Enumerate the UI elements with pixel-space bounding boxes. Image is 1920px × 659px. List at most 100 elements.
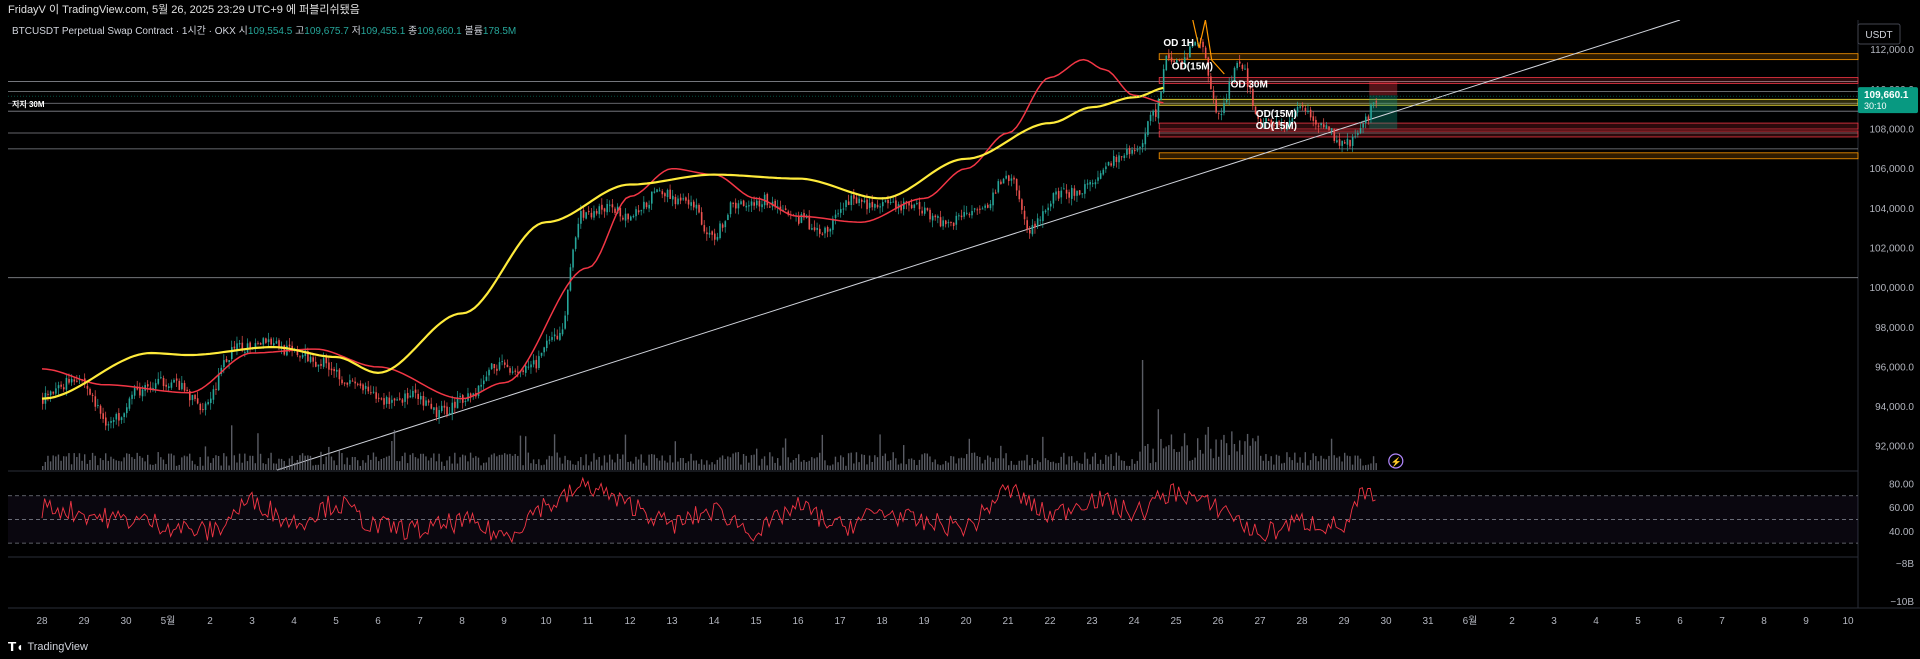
volume-bar	[540, 465, 543, 470]
volume-bar	[1092, 456, 1094, 470]
volume-bar	[359, 465, 362, 470]
candle-body	[317, 364, 320, 367]
volume-bar	[1239, 440, 1241, 470]
candle-body	[217, 374, 220, 391]
volume-bar	[640, 454, 642, 470]
candle-body	[929, 209, 931, 220]
tradingview-logo-icon[interactable]: 𝗧◖	[8, 640, 24, 654]
annotation-label[interactable]: OD 1H	[1163, 38, 1194, 49]
volume-bar	[249, 455, 251, 470]
volume-bar	[223, 453, 225, 470]
candle-body	[359, 383, 362, 386]
annotation-label[interactable]: OD 30M	[1231, 79, 1268, 90]
candle-body	[656, 189, 658, 193]
volume-bar	[1260, 455, 1262, 470]
candle-body	[346, 382, 349, 385]
volume-bar	[480, 465, 482, 470]
candle-body	[840, 209, 842, 213]
volume-bar	[317, 464, 320, 470]
candle-body	[99, 405, 102, 414]
volume-bar	[527, 452, 530, 470]
candle-body	[750, 201, 753, 206]
volume-bar	[406, 463, 409, 470]
level-zone[interactable]	[1158, 122, 1859, 130]
candle-body	[716, 236, 719, 240]
time-axis[interactable]: 28 29 30 5월 2 3 4 5 6 7 8 9 10 11 12 13 14 15 16 17 18 19 20 21…	[36, 615, 1854, 627]
volume-bar	[866, 464, 868, 470]
candle-body	[330, 368, 333, 371]
last-price-badge[interactable]	[1858, 87, 1918, 114]
candle-body	[1338, 139, 1341, 146]
annotation-label[interactable]: OD(15M)	[1256, 109, 1297, 120]
position-box-risk[interactable]	[1369, 81, 1398, 96]
candle-body	[1189, 46, 1191, 58]
volume-bar	[1044, 458, 1047, 470]
candle-body	[501, 361, 503, 363]
volume-bar	[238, 453, 241, 470]
volume-bar	[1165, 446, 1167, 470]
level-zone[interactable]	[1158, 130, 1859, 138]
time-tick-label: 16	[792, 616, 804, 627]
price-axis[interactable]: 112,000.0110,000.0108,000.0106,000.0104,…	[1870, 45, 1915, 452]
currency-label: USDT	[1865, 30, 1892, 41]
annotation-label[interactable]: 지지 30M	[12, 99, 45, 109]
candle-body	[1052, 193, 1055, 204]
volume-bar	[548, 455, 551, 470]
candle-body	[740, 201, 742, 205]
candle-body	[960, 215, 963, 218]
slow-moving-average-line[interactable]	[41, 86, 1164, 400]
rsi-line[interactable]	[41, 476, 1376, 544]
volume-bar	[1071, 456, 1073, 470]
volume-bar	[1094, 452, 1097, 470]
candle-body	[68, 379, 70, 383]
level-zone[interactable]	[1158, 77, 1859, 84]
ascending-trendline[interactable]	[277, 19, 1681, 471]
candle-body	[1307, 110, 1309, 112]
volume-bar	[304, 455, 306, 470]
level-zone[interactable]	[1158, 152, 1859, 160]
time-tick-label: 23	[1086, 616, 1098, 627]
fast-moving-average-line[interactable]	[41, 58, 1164, 400]
volume-bar	[1126, 465, 1128, 470]
candle-body	[845, 200, 847, 208]
volume-bar	[937, 464, 939, 470]
level-zone[interactable]	[1158, 98, 1859, 106]
volume-bar	[202, 465, 204, 470]
volume-bar	[824, 460, 826, 470]
candle-body	[225, 358, 228, 362]
symbol-legend[interactable]: BTCUSDT Perpetual Swap Contract · 1시간 · …	[12, 25, 516, 37]
volume-bar	[210, 462, 212, 470]
candle-body	[727, 214, 729, 220]
volume-bar	[939, 465, 942, 470]
candle-body	[711, 231, 713, 235]
volume-bar	[76, 456, 78, 470]
volume-bar	[511, 455, 514, 470]
annotation-label[interactable]: OD(15M)	[1256, 121, 1297, 132]
volume-bar	[73, 453, 75, 470]
volume-bar	[217, 456, 220, 470]
candle-body	[215, 388, 217, 390]
candle-body	[666, 190, 669, 198]
time-tick-label: 18	[876, 616, 888, 627]
volume-bar	[299, 455, 301, 470]
currency-button[interactable]	[1857, 23, 1901, 45]
volume-bar	[766, 465, 768, 470]
time-tick-label: 14	[708, 616, 720, 627]
lightning-icon[interactable]	[1388, 453, 1404, 469]
volume-bar	[351, 456, 354, 470]
candle-body	[1220, 114, 1223, 116]
level-zone[interactable]	[1158, 53, 1859, 61]
volume-bar	[99, 458, 102, 470]
volume-bar	[1139, 451, 1141, 470]
candle-body	[325, 357, 328, 364]
candle-body	[685, 197, 687, 201]
candle-body	[514, 370, 517, 372]
annotation-label[interactable]: OD(15M)	[1172, 62, 1213, 73]
candle-body	[388, 397, 391, 405]
volume-bar	[800, 461, 803, 470]
candle-body	[653, 191, 656, 193]
volume-bar	[383, 458, 385, 470]
volume-bar	[1278, 455, 1280, 470]
